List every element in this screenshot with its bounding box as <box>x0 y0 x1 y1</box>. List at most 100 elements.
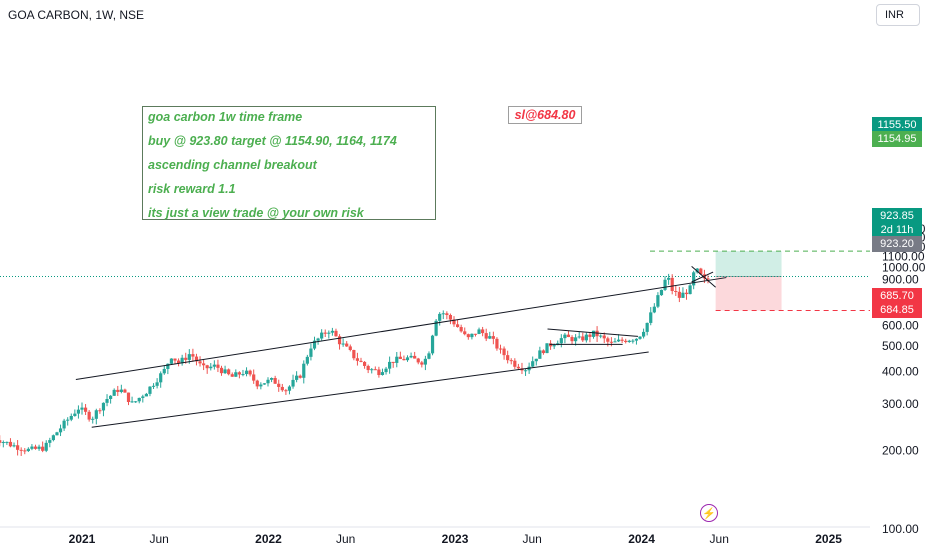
candle-body <box>277 383 281 387</box>
candle-body <box>291 379 295 387</box>
candle-body <box>269 378 274 380</box>
note-line-3: ascending channel breakout <box>148 158 317 172</box>
candle-body <box>8 441 13 447</box>
candle-body <box>23 450 27 452</box>
candle-body <box>663 279 667 290</box>
candle-body <box>455 324 460 328</box>
candle-body <box>173 358 177 361</box>
candle-body <box>641 331 646 337</box>
target-high-price-tag: 1155.50 <box>872 117 922 133</box>
candle-body <box>80 407 84 410</box>
candle-body <box>252 374 256 381</box>
candle-body <box>176 360 181 364</box>
candle-body <box>688 285 692 295</box>
candle-body <box>438 313 442 321</box>
candle-body <box>695 268 699 273</box>
candle-body <box>634 338 639 341</box>
candle-body <box>488 336 492 339</box>
candle-body <box>620 339 624 341</box>
note-line-4: risk reward 1.1 <box>148 182 236 196</box>
candle-body <box>430 335 435 354</box>
time-axis[interactable]: 2021 Jun 2022 Jun 2023 Jun 2024 Jun 2025 <box>0 526 870 546</box>
candle-body <box>198 361 202 364</box>
target-price-tag: 1154.95 <box>872 131 922 147</box>
candle-body <box>58 428 63 433</box>
candle-body <box>602 335 606 339</box>
candle-body <box>323 332 327 334</box>
candle-body <box>134 401 138 403</box>
candle-body <box>498 348 503 350</box>
candle-body <box>62 420 66 429</box>
analysis-note-box[interactable]: goa carbon 1w time frame buy @ 923.80 ta… <box>142 106 436 220</box>
candle-body <box>230 374 234 377</box>
candle-body <box>255 380 259 387</box>
candle-body <box>670 277 674 292</box>
candle-body <box>606 338 610 342</box>
candle-body <box>409 355 413 358</box>
candle-body <box>484 333 488 339</box>
price-axis[interactable]: 100.00200.00300.00400.00500.00600.00700.… <box>882 222 926 536</box>
candle-body <box>144 393 148 397</box>
candle-body <box>162 368 166 374</box>
candle-body <box>212 364 216 367</box>
candle-body <box>19 449 23 451</box>
candle-body <box>481 329 485 334</box>
candle-body <box>362 361 367 366</box>
candle-body <box>545 343 549 354</box>
candle-body <box>284 390 288 392</box>
candle-body <box>16 445 20 450</box>
candle-body <box>141 396 145 398</box>
note-line-2: buy @ 923.80 target @ 1154.90, 1164, 117… <box>148 134 397 148</box>
candle-body <box>384 368 388 373</box>
candle-body <box>202 363 206 366</box>
candle-body <box>420 362 424 365</box>
candle-body <box>295 375 299 380</box>
candle-body <box>287 386 292 391</box>
candle-body <box>148 386 152 394</box>
candle-body <box>298 375 302 378</box>
entry-price-tag: 923.20 <box>872 236 922 252</box>
candle-body <box>112 389 116 396</box>
candle-body <box>445 313 449 315</box>
candle-body <box>312 340 317 349</box>
candle-body <box>649 312 653 323</box>
candle-body <box>259 384 263 387</box>
candle-body <box>506 355 510 361</box>
candle-body <box>191 354 195 357</box>
candle-body <box>616 339 621 342</box>
candle-body <box>48 440 52 443</box>
channel-line-lower <box>91 351 649 428</box>
x-tick-label: Jun <box>336 532 355 546</box>
candle-body <box>581 336 585 341</box>
candle-body <box>155 382 159 386</box>
candle-body <box>348 346 352 351</box>
x-tick-label: 2023 <box>442 532 469 546</box>
candle-body <box>262 383 267 385</box>
candle-body <box>459 327 463 332</box>
candle-body <box>180 357 184 364</box>
candle-body <box>434 320 438 336</box>
lightning-bolt-icon[interactable]: ⚡ <box>700 504 718 522</box>
candle-body <box>659 289 664 296</box>
stop-loss-label[interactable]: sl@684.80 <box>508 106 582 124</box>
candle-body <box>273 378 277 384</box>
stop-price-tag: 684.85 <box>872 302 922 318</box>
candle-body <box>69 415 73 420</box>
candle-body <box>44 442 48 451</box>
candle-body <box>355 358 360 361</box>
candle-body <box>681 292 685 298</box>
candle-body <box>130 401 134 403</box>
loss-zone <box>715 276 782 311</box>
candle-body <box>248 370 252 375</box>
y-tick-label: 100.00 <box>882 522 919 536</box>
currency-button[interactable]: INR <box>876 4 920 26</box>
candle-body <box>373 369 377 371</box>
candle-body <box>684 292 689 295</box>
y-tick-label: 1100.00 <box>882 250 925 264</box>
candle-body <box>187 354 191 360</box>
candle-body <box>656 295 660 307</box>
y-tick-label: 400.00 <box>882 365 919 379</box>
candle-body <box>441 313 445 315</box>
candle-body <box>402 358 406 361</box>
